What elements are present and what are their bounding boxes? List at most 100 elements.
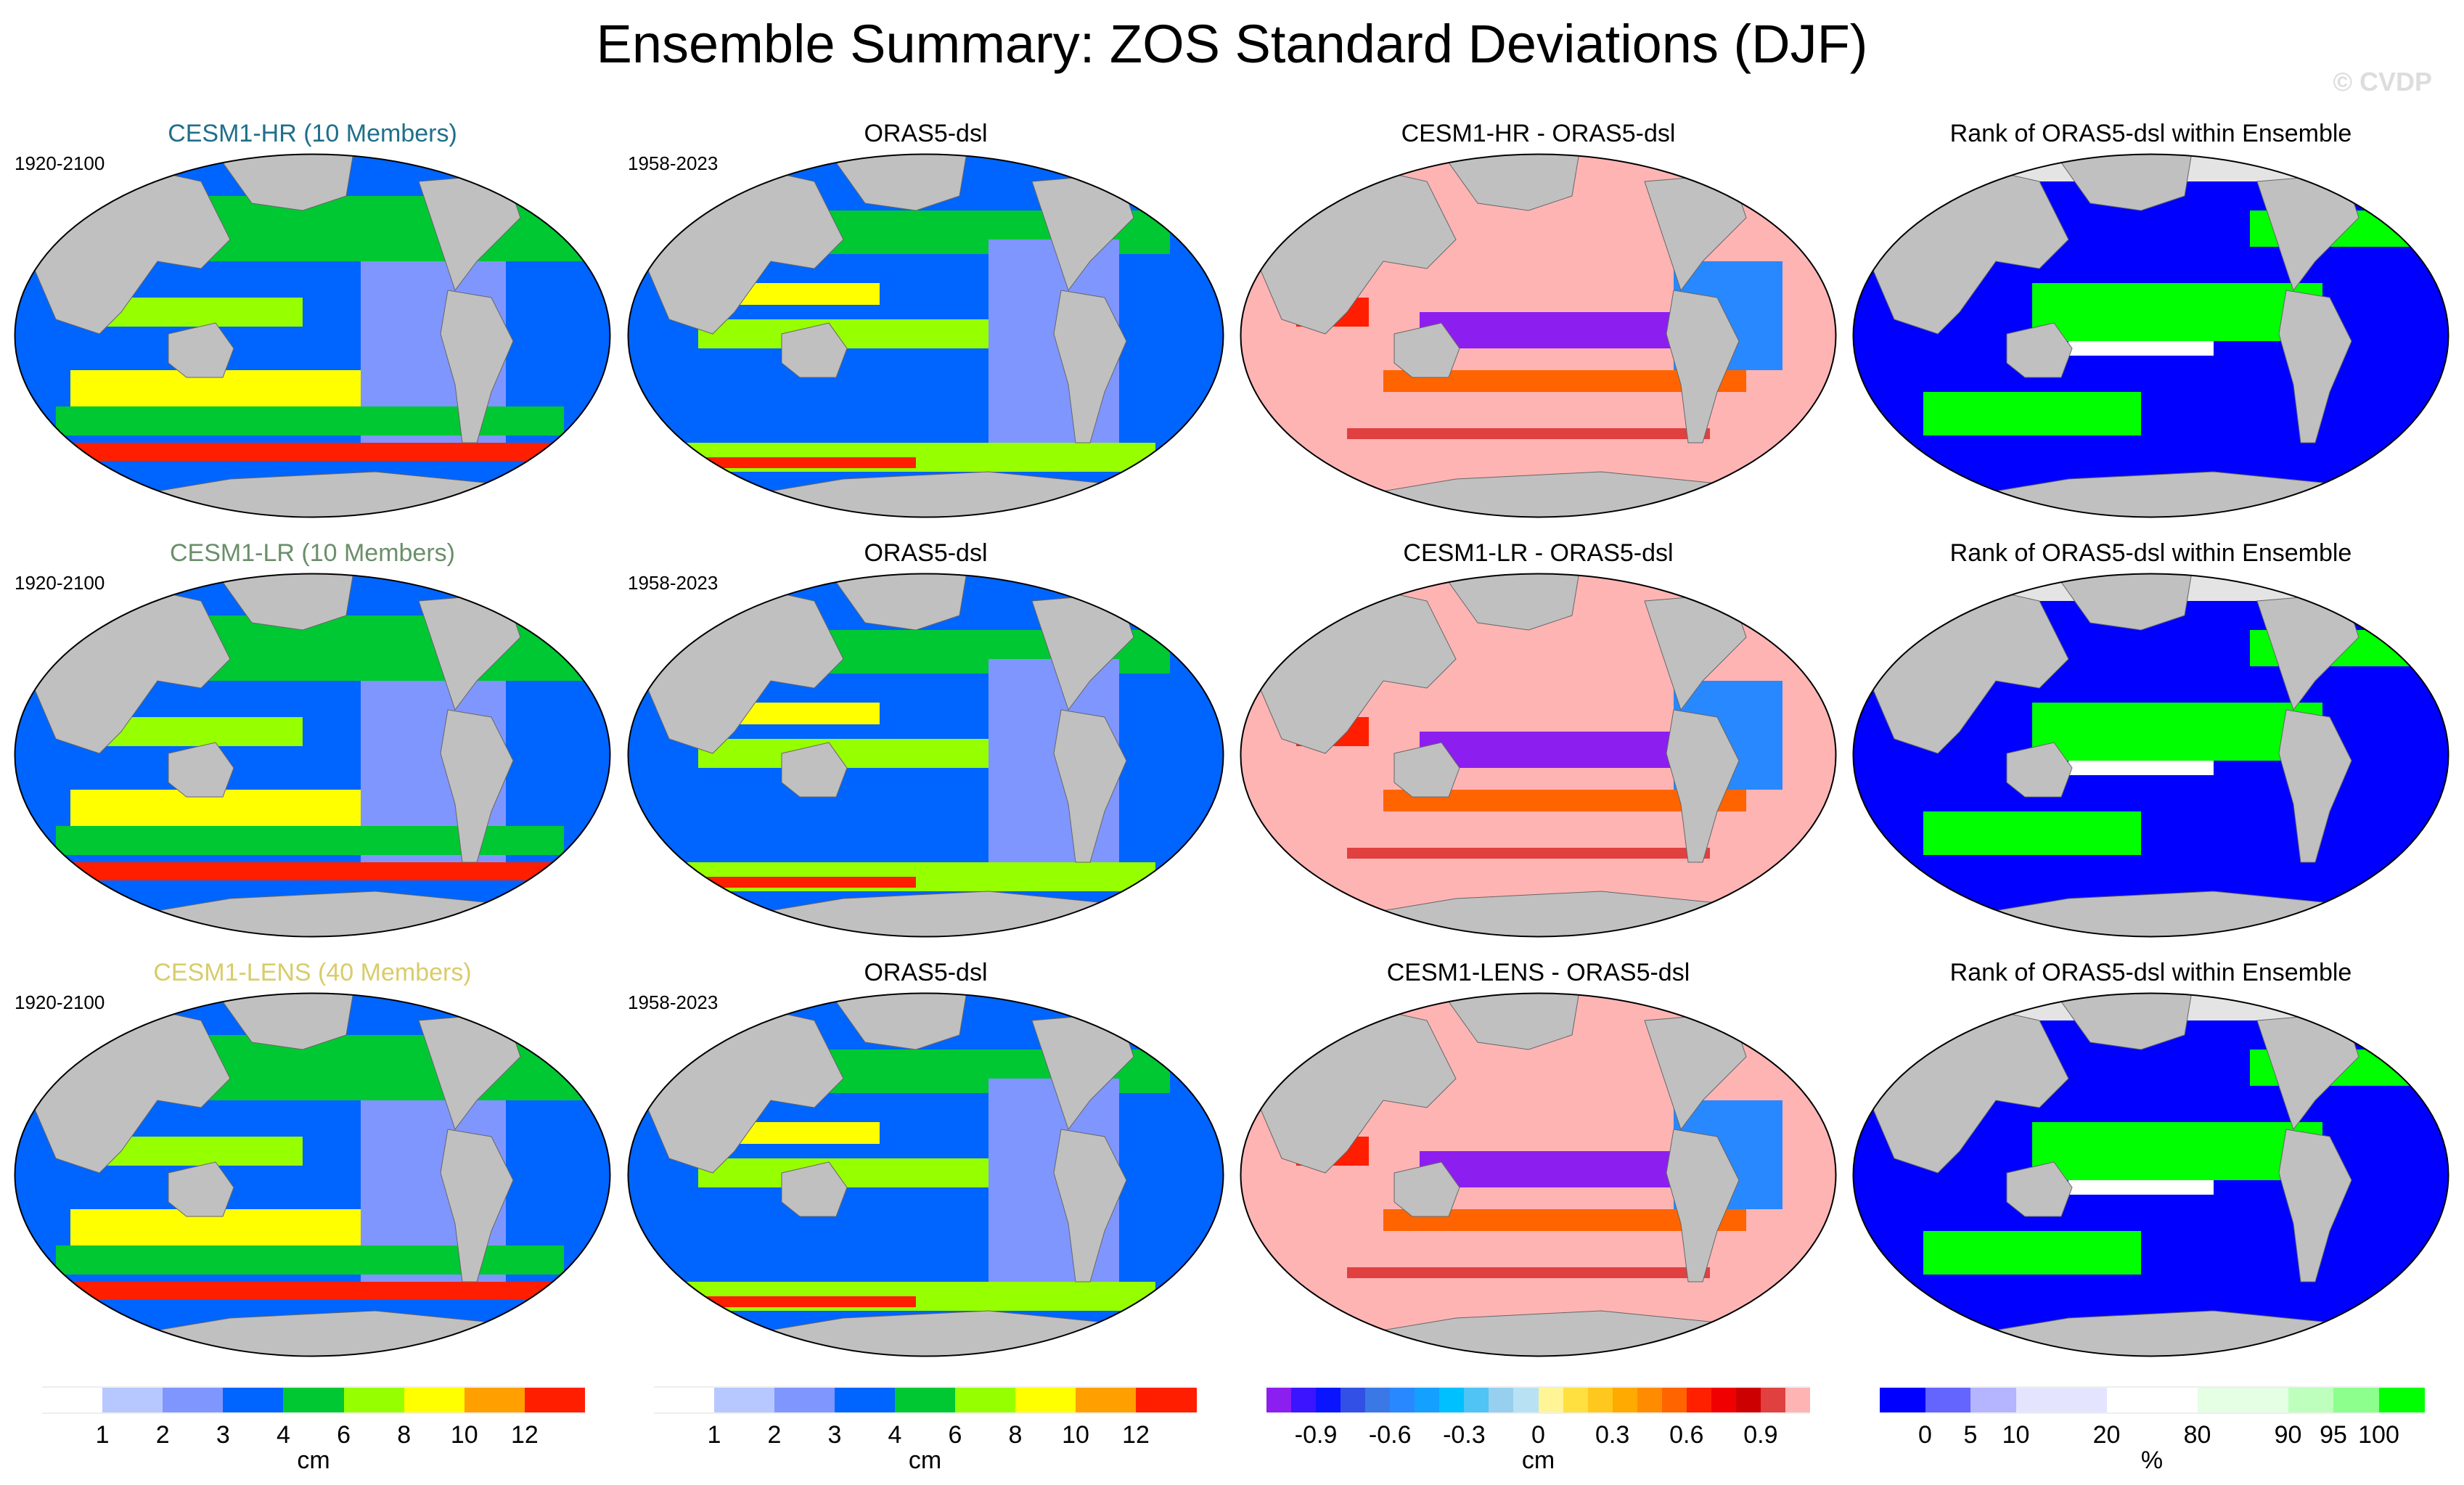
- colorbar-box: [1612, 1388, 1638, 1412]
- colorbar-box: [1563, 1388, 1589, 1412]
- colorbar-box: [1365, 1388, 1391, 1412]
- data-region: [49, 862, 557, 880]
- colorbar-box: [1925, 1388, 1971, 1412]
- colorbar-tick-label: 0.3: [1595, 1421, 1630, 1449]
- colorbar-tick-label: 90: [2274, 1421, 2302, 1449]
- map-border: [1240, 573, 1837, 938]
- colorbar-box: [1661, 1388, 1687, 1412]
- colorbar-box: [1489, 1388, 1514, 1412]
- colorbar-unit: cm: [1521, 1447, 1555, 1474]
- colorbar-box: [1686, 1388, 1712, 1412]
- colorbar-tick-label: 10: [2002, 1421, 2030, 1449]
- data-region: [2068, 341, 2214, 356]
- map-border: [627, 153, 1224, 518]
- colorbar-box: [2288, 1388, 2334, 1412]
- colorbar-box: [1538, 1388, 1564, 1412]
- map-panel-model: [12, 152, 613, 519]
- colorbar-tick-label: 95: [2320, 1421, 2347, 1449]
- data-region: [56, 1245, 564, 1275]
- colorbar-unit: %: [2140, 1447, 2164, 1474]
- diff-colorbar: [1266, 1386, 1811, 1414]
- map-panel-rank: [1851, 991, 2451, 1358]
- obs-colorbar: [654, 1386, 1197, 1414]
- colorbar-tick-label: 5: [1963, 1421, 1978, 1449]
- panel-title-diff: CESM1-LENS - ORAS5-dsl: [1386, 959, 1690, 986]
- colorbar-tick-label: 4: [888, 1421, 902, 1449]
- colorbar-box: [1415, 1388, 1440, 1412]
- map-panel-diff: [1238, 572, 1838, 938]
- map-panel-rank: [1851, 152, 2451, 519]
- map-panel-obs: [626, 991, 1226, 1358]
- colorbar-box: [1464, 1388, 1489, 1412]
- colorbar-box: [404, 1388, 465, 1412]
- data-region: [56, 406, 564, 435]
- colorbar-tick-label: 10: [1062, 1421, 1089, 1449]
- data-region: [1923, 392, 2141, 435]
- map-border: [1852, 573, 2449, 938]
- period-label: 1958-2023: [628, 152, 719, 174]
- map-panel-rank: [1851, 572, 2451, 938]
- colorbar-box: [1711, 1388, 1737, 1412]
- panel-title-rank: Rank of ORAS5-dsl within Ensemble: [1949, 539, 2352, 567]
- colorbar-tick-label: 80: [2183, 1421, 2211, 1449]
- colorbar-tick-label: 8: [397, 1421, 412, 1449]
- map-border: [1852, 153, 2449, 518]
- colorbar-box: [464, 1388, 525, 1412]
- colorbar-tick-label: 100: [2358, 1421, 2399, 1449]
- period-label: 1920-2100: [15, 991, 105, 1013]
- panel-title-rank: Rank of ORAS5-dsl within Ensemble: [1949, 959, 2352, 986]
- data-region: [734, 1122, 880, 1144]
- panel-title-obs: ORAS5-dsl: [864, 959, 988, 986]
- colorbar-box: [1439, 1388, 1465, 1412]
- data-region: [1347, 848, 1710, 859]
- data-region: [1923, 811, 2141, 855]
- colorbar-tick-label: 12: [1122, 1421, 1150, 1449]
- data-region: [56, 826, 564, 855]
- colorbar-box: [1760, 1388, 1786, 1412]
- map-border: [14, 992, 611, 1357]
- data-region: [734, 283, 880, 305]
- colorbar-box: [343, 1388, 405, 1412]
- data-region: [2032, 703, 2322, 761]
- panel-title-obs: ORAS5-dsl: [864, 539, 988, 567]
- data-region: [2068, 761, 2214, 775]
- colorbar-tick-label: 0.9: [1743, 1421, 1778, 1449]
- colorbar-box: [1735, 1388, 1761, 1412]
- panel-title-rank: Rank of ORAS5-dsl within Ensemble: [1949, 120, 2352, 147]
- period-label: 1958-2023: [628, 572, 719, 594]
- data-region: [1420, 732, 1674, 768]
- colorbar-tick-label: 1: [707, 1421, 721, 1449]
- colorbar-tick-label: 6: [337, 1421, 351, 1449]
- data-region: [2032, 1122, 2322, 1180]
- colorbar-box: [1970, 1388, 2016, 1412]
- colorbar-box: [102, 1388, 163, 1412]
- data-region: [1347, 1267, 1710, 1278]
- colorbar-tick-label: 3: [216, 1421, 230, 1449]
- period-label: 1958-2023: [628, 991, 719, 1013]
- colorbar-tick-label: 12: [510, 1421, 539, 1449]
- colorbar-box: [1637, 1388, 1663, 1412]
- colorbar-box: [524, 1388, 586, 1412]
- period-label: 1920-2100: [15, 572, 105, 594]
- colorbar-tick-label: -0.6: [1368, 1421, 1412, 1449]
- data-region: [49, 1282, 557, 1300]
- colorbar-box: [774, 1388, 835, 1412]
- colorbar-box: [1076, 1388, 1137, 1412]
- data-region: [2068, 1180, 2214, 1195]
- colorbar-box: [1015, 1388, 1076, 1412]
- cvdp-watermark: © CVDP: [2333, 67, 2432, 97]
- panel-title-obs: ORAS5-dsl: [864, 120, 988, 147]
- colorbar-box: [714, 1388, 775, 1412]
- panel-title-diff: CESM1-HR - ORAS5-dsl: [1401, 120, 1676, 147]
- colorbar-tick-label: 8: [1008, 1421, 1023, 1449]
- colorbar-tick-label: 2: [767, 1421, 782, 1449]
- data-region: [1420, 1151, 1674, 1187]
- panel-title-diff: CESM1-LR - ORAS5-dsl: [1403, 539, 1674, 567]
- colorbar-box: [1587, 1388, 1613, 1412]
- colorbar-box: [1136, 1388, 1197, 1412]
- colorbar-box: [2106, 1388, 2198, 1412]
- colorbar-tick-label: 0: [1918, 1421, 1932, 1449]
- data-region: [1347, 428, 1710, 439]
- figure-title: Ensemble Summary: ZOS Standard Deviation…: [596, 14, 1868, 74]
- data-region: [734, 703, 880, 724]
